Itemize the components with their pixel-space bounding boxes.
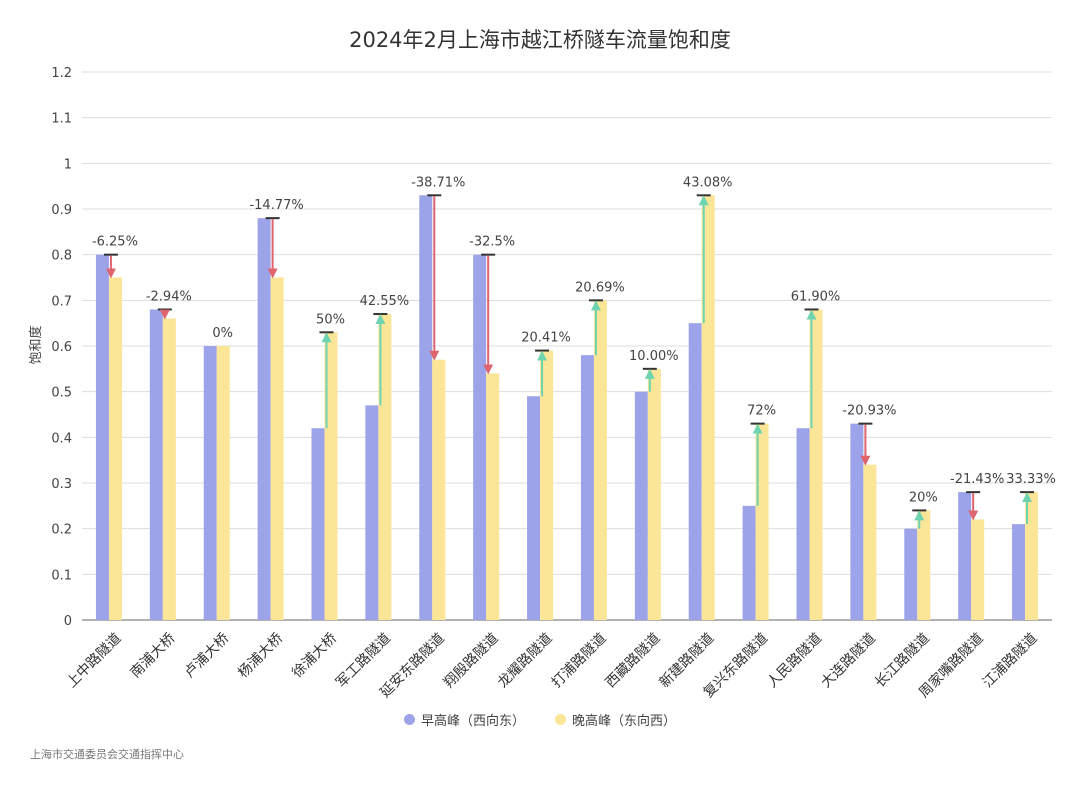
change-label: -2.94% [146,289,192,304]
legend-item-morning[interactable]: 早高峰（西向东） [403,710,525,729]
bar-evening [593,300,607,620]
bar-morning [580,355,594,620]
bar-evening [378,314,392,620]
x-tick-label: 打浦路隧道 [548,630,610,692]
y-tick-label: 0.7 [51,294,72,309]
y-tick-label: 0.1 [51,568,72,583]
legend-label-evening: 晚高峰（东向西） [572,714,677,729]
x-tick-label: 西藏路隧道 [603,630,664,691]
y-axis-ticks: 0 0.1 0.2 0.3 0.4 0.5 0.6 0.7 0.8 0.9 1 1.1 1.2 [51,66,72,629]
x-axis-ticks: 上中路隧道 南浦大桥 卢浦大桥 杨浦大桥 徐浦大桥军工路隧道延安东路隧道翔殷路隧道龙耀路… [64,630,1041,701]
y-tick-label: 0 [64,614,72,629]
change-label: -38.71% [411,175,465,190]
grid-lines [82,71,1052,621]
y-tick-label: 1.2 [51,66,72,81]
bar-morning [473,254,487,620]
bar-morning [203,346,217,620]
legend-marker-evening [555,714,566,725]
y-tick-label: 0.4 [51,431,72,446]
change-label: -32.5% [469,235,515,250]
change-label: 0% [212,326,233,341]
y-tick-label: 0.3 [51,477,72,492]
bar-morning [95,254,109,620]
bar-evening [917,510,931,620]
bar-evening [755,423,769,620]
bar-morning [419,195,433,621]
change-label: -14.77% [249,198,303,213]
bar-morning [688,323,702,620]
change-label: -21.43% [950,472,1004,487]
x-tick-label: 杨浦大桥 [235,630,286,681]
bar-evening [701,195,715,621]
y-tick-label: 0.9 [51,203,72,218]
chart-title: 2024年2月上海市越江桥隧车流量饱和度 [349,28,731,52]
change-label: 33.33% [1006,472,1056,487]
change-label: 50% [316,312,345,327]
bar-morning [257,218,271,620]
change-label: 10.00% [629,349,679,364]
change-label: 72% [747,404,776,419]
x-tick-label: 南浦大桥 [128,630,179,681]
x-tick-label: 翔殷路隧道 [441,630,502,691]
change-label: 20% [909,490,938,505]
legend: 早高峰（西向东） 晚高峰（东向西） [0,710,1080,729]
x-tick-label: 江浦路隧道 [980,630,1041,691]
bar-morning [527,396,541,620]
bar-evening [162,318,176,620]
bar-morning [634,391,648,620]
legend-marker-morning [403,714,415,725]
bar-morning [365,405,379,620]
bar-evening [540,350,554,620]
change-label: 20.41% [521,331,571,346]
y-tick-label: 0.5 [51,386,72,401]
y-axis-label: 饱和度 [28,325,44,364]
data-labels: -6.25% -2.94% 0% -14.77% 50% 42.55% -38.71% -32… [92,175,1056,505]
x-tick-label: 上中路隧道 [64,630,125,691]
bar-evening [216,346,230,620]
source-note: 上海市交通委员会交通指挥中心 [30,748,184,761]
legend-label-morning: 早高峰（西向东） [420,714,525,729]
bar-morning [958,492,972,620]
x-tick-label: 大连路隧道 [818,630,879,691]
bar-evening [324,332,338,620]
change-label: 42.55% [360,294,410,309]
change-label: 20.69% [575,280,625,295]
change-label: -20.93% [842,404,896,419]
y-tick-label: 1 [64,157,72,172]
x-tick-label: 人民路隧道 [764,630,825,691]
change-label: 43.08% [683,175,733,190]
x-tick-label: 徐浦大桥 [289,630,340,681]
y-tick-label: 0.6 [51,340,72,355]
y-tick-label: 1.1 [51,112,72,127]
x-tick-label: 卢浦大桥 [181,630,232,681]
bar-morning [742,505,756,620]
bar-evening [486,373,500,620]
bar-evening [270,277,284,620]
bar-evening [971,519,985,620]
y-tick-label: 0.8 [51,249,72,264]
bar-morning [796,428,810,620]
bar-morning [311,428,325,620]
bar-evening [863,464,877,620]
change-arrows [103,194,1035,529]
x-tick-label: 龙耀路隧道 [495,630,556,691]
bar-evening [809,309,823,620]
change-label: 61.90% [791,289,841,304]
bar-evening [647,368,661,620]
bar-morning [904,528,918,620]
legend-item-evening[interactable]: 晚高峰（东向西） [555,710,676,729]
bars [95,195,1039,621]
bar-evening [1025,492,1039,620]
bar-morning [149,309,163,620]
bar-evening [108,277,122,620]
bar-morning [1012,524,1026,620]
bar-morning [850,423,864,620]
change-label: -6.25% [92,235,138,250]
bar-evening [432,359,446,620]
y-tick-label: 0.2 [51,523,72,538]
